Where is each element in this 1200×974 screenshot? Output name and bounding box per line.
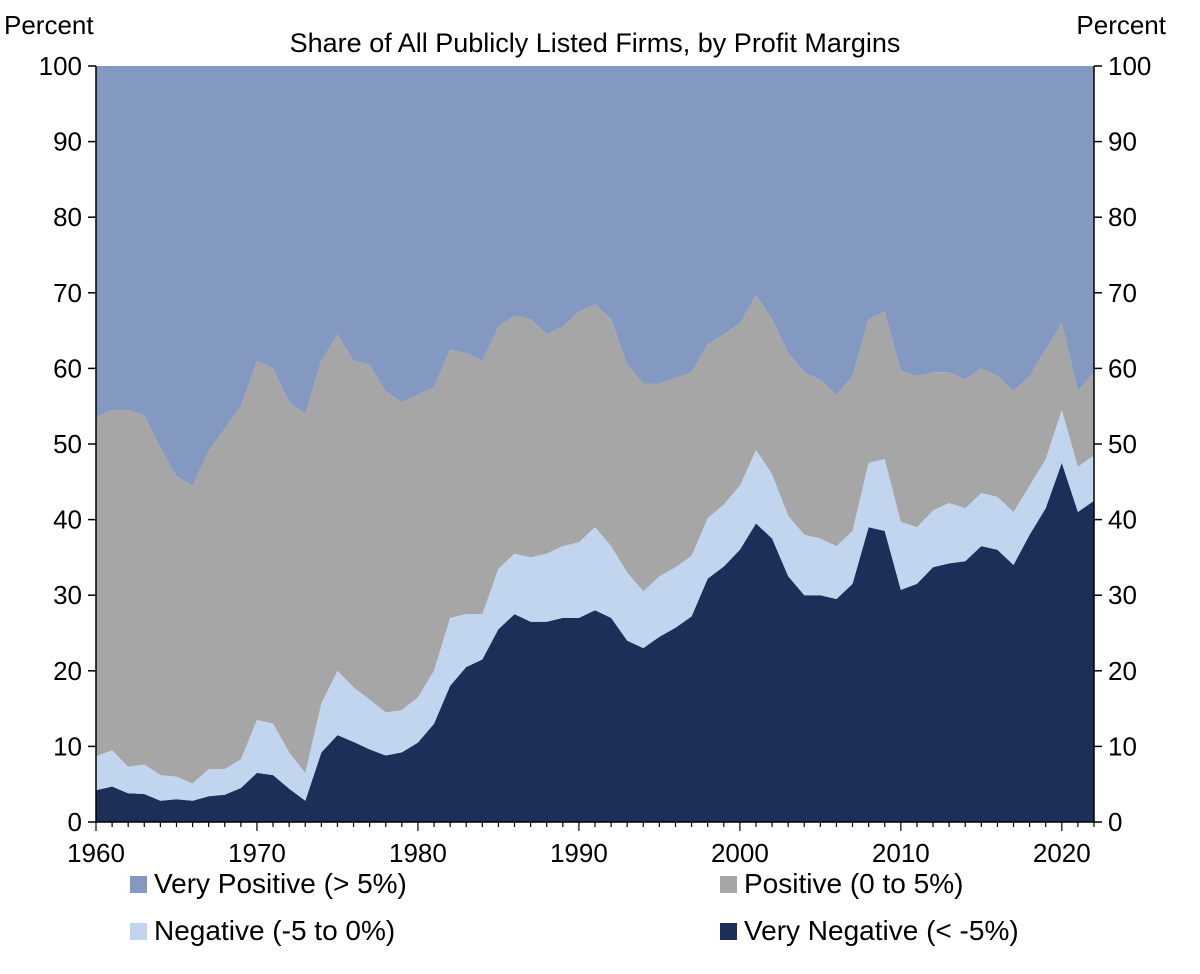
- legend-swatch-positive-0-to-5: [720, 876, 737, 893]
- y-tick-label-left: 90: [53, 127, 82, 157]
- y-tick-label-right: 50: [1108, 429, 1137, 459]
- area-series-very-negative-5: [96, 462, 1094, 822]
- area-series-negative-5-to-0: [96, 410, 1094, 801]
- legend-label-negative-5-to-0: Negative (-5 to 0%): [154, 915, 395, 946]
- x-tick-label: 1970: [228, 838, 286, 868]
- area-series-very-positive-5: [96, 66, 1094, 486]
- y-tick-label-left: 40: [53, 505, 82, 535]
- y-tick-label-left: 100: [39, 51, 82, 81]
- legend-swatch-very-positive-5: [130, 876, 147, 893]
- legend-label-positive-0-to-5: Positive (0 to 5%): [744, 868, 963, 899]
- legend: Very Positive (> 5%) Positive (0 to 5%) Ne…: [130, 868, 1019, 946]
- y-tick-label-right: 100: [1108, 51, 1151, 81]
- y-tick-label-right: 0: [1108, 807, 1122, 837]
- y-tick-label-left: 60: [53, 353, 82, 383]
- x-tick-label: 2010: [872, 838, 930, 868]
- y-tick-label-right: 10: [1108, 731, 1137, 761]
- legend-swatch-very-negative-5: [720, 923, 737, 940]
- y-axis-title-left: Percent: [4, 10, 94, 40]
- x-tick-label: 2020: [1033, 838, 1091, 868]
- y-tick-label-right: 40: [1108, 505, 1137, 535]
- y-tick-label-left: 80: [53, 202, 82, 232]
- y-tick-label-right: 60: [1108, 353, 1137, 383]
- y-tick-label-left: 70: [53, 278, 82, 308]
- x-tick-label: 1980: [389, 838, 447, 868]
- y-tick-label-right: 30: [1108, 580, 1137, 610]
- y-tick-label-right: 90: [1108, 127, 1137, 157]
- area-series-positive-0-to-5: [96, 295, 1094, 784]
- legend-swatch-negative-5-to-0: [130, 923, 147, 940]
- x-tick-label: 1960: [67, 838, 125, 868]
- legend-label-very-positive-5: Very Positive (> 5%): [154, 868, 407, 899]
- chart-title: Share of All Publicly Listed Firms, by P…: [290, 28, 901, 58]
- area-layer: [96, 66, 1094, 822]
- y-tick-label-left: 50: [53, 429, 82, 459]
- y-tick-label-left: 0: [68, 807, 82, 837]
- y-tick-label-right: 70: [1108, 278, 1137, 308]
- x-tick-label: 2000: [711, 838, 769, 868]
- y-axis-title-right: Percent: [1076, 10, 1166, 40]
- y-tick-label-left: 30: [53, 580, 82, 610]
- x-tick-label: 1990: [550, 838, 608, 868]
- y-tick-label-right: 80: [1108, 202, 1137, 232]
- y-tick-label-left: 20: [53, 656, 82, 686]
- y-tick-label-left: 10: [53, 731, 82, 761]
- legend-label-very-negative-5: Very Negative (< -5%): [744, 915, 1019, 946]
- y-tick-label-right: 20: [1108, 656, 1137, 686]
